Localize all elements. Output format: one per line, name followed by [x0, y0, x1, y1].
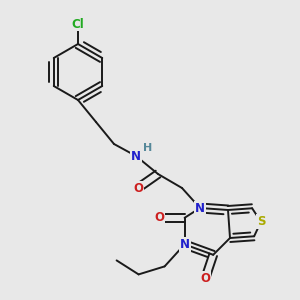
Text: H: H — [143, 143, 153, 153]
Text: N: N — [131, 149, 141, 163]
Text: O: O — [200, 272, 210, 285]
Text: O: O — [154, 211, 164, 224]
Text: Cl: Cl — [72, 17, 84, 31]
Text: N: N — [195, 202, 205, 214]
Text: S: S — [257, 215, 265, 228]
Text: O: O — [133, 182, 143, 194]
Text: N: N — [180, 238, 190, 251]
